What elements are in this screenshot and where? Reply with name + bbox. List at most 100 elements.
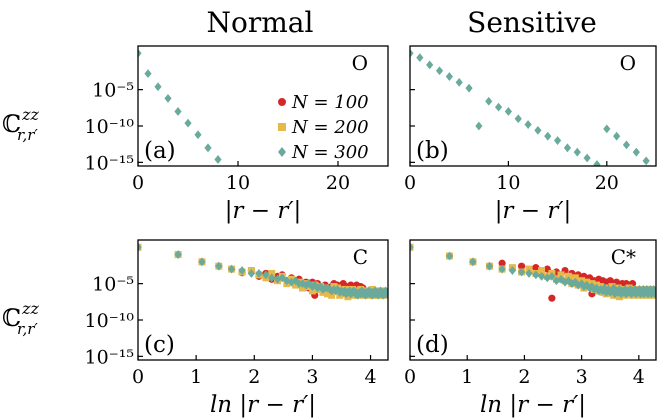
data-point-N300 [435,66,444,76]
markers [138,48,222,164]
panel-tag: O [352,51,368,75]
data-point-N300 [537,271,546,281]
axes-frame [137,45,389,167]
y-label-sub: r,r′ [17,320,38,338]
legend: N = 100 N = 200 N = 300 [278,92,369,163]
data-point-N300 [238,266,246,275]
data-point-N300 [504,107,512,116]
y-tick-label: 10⁻⁵ [92,274,134,296]
data-point-N300 [548,271,556,281]
x-tick-label: 2 [518,366,530,388]
data-point-N300 [311,280,319,290]
data-point-N300 [554,136,562,145]
markers [410,48,650,166]
x-axis-label: ln |r − r′| [480,392,586,418]
data-point-N300 [557,274,565,284]
panel-label: (a) [144,138,176,164]
legend-label: N = 200 [291,117,369,138]
data-point-N300 [534,125,542,135]
data-point-N300 [204,143,212,153]
y-tick-label: 10⁻¹⁰ [85,310,135,332]
data-point-N300 [333,285,342,294]
data-point-N300 [316,282,325,291]
data-point-N300 [410,48,414,58]
axes-frame [409,239,657,361]
data-point-N100 [548,294,556,302]
x-tick-label: 10 [496,172,520,194]
x-tick-label: 0 [404,366,416,388]
column-title-normal: Normal [207,6,314,39]
data-point-N300 [138,242,142,252]
data-point-N300 [622,289,630,299]
data-point-N300 [485,96,493,106]
data-point-N300 [485,261,494,271]
data-point-N300 [410,242,414,252]
axes-frame [409,45,657,167]
data-point-N300 [514,114,522,124]
panel-tag: O [620,51,636,75]
data-point-N300 [184,118,192,128]
data-point-N300 [611,289,619,299]
y-tick-label: 10⁻¹⁵ [85,152,134,174]
x-tick-label: 0 [404,172,416,194]
data-point-N300 [174,107,182,116]
data-point-N300 [571,277,579,287]
x-tick-label: 0 [132,366,144,388]
x-tick-label: 1 [190,366,202,388]
column-title-sensitive: Sensitive [467,6,597,39]
y-tick-label: 10⁻¹⁰ [85,116,135,138]
data-point-N300 [532,270,540,280]
data-point-N300 [455,77,463,87]
data-point-N300 [273,274,282,284]
panel-b: 0 10 20 |r − r′| O (b) [404,45,657,224]
x-tick-label: 3 [576,366,588,388]
y-axis-label-top: ℂzz r,r′ [2,105,40,144]
panel-label: (d) [416,332,449,358]
data-point-N300 [445,251,454,261]
y-tick-label: 10⁻¹⁵ [85,346,134,368]
y-axis-label-bottom: ℂzz r,r′ [2,299,40,338]
data-point-N300 [632,147,640,157]
y-label-main: ℂ [2,110,21,138]
data-point-N200 [538,267,546,275]
data-point-N300 [475,121,483,131]
data-point-N100 [498,259,506,267]
markers [410,242,656,302]
data-point-N300 [138,48,142,58]
data-point-N300 [593,160,601,166]
data-point-N300 [610,283,618,293]
legend-label: N = 300 [291,142,369,163]
data-point-N300 [525,269,533,278]
data-point-N300 [543,273,551,283]
data-point-N300 [174,250,182,259]
data-point-N300 [291,276,300,286]
x-tick-label: 20 [326,172,350,194]
data-point-N300 [214,155,222,164]
data-point-N200 [324,290,332,298]
y-label-sup: zz [21,299,39,318]
x-tick-label: 4 [633,366,645,388]
panel-c: 0 1 2 3 4 10⁻⁵ 10⁻¹⁰ 10⁻¹⁵ ln |r − r′| C (c) [85,239,389,418]
data-point-N300 [573,147,581,157]
data-point-N300 [426,60,434,70]
legend-marker-N100 [278,98,286,106]
data-point-N300 [465,83,473,93]
data-point-N300 [255,269,263,278]
x-axis-label: |r − r′| [225,198,302,224]
data-point-N300 [600,283,609,293]
y-label-sup: zz [21,105,39,124]
data-point-N300 [580,282,588,291]
x-tick-label: 3 [306,366,318,388]
data-point-N300 [563,143,572,153]
data-point-N300 [642,156,650,166]
x-tick-label: 20 [595,172,619,194]
markers [138,242,388,301]
data-point-N300 [508,266,517,275]
data-point-N300 [469,257,477,267]
panel-d: 0 1 2 3 4 ln |r − r′| C* (d) [404,239,657,418]
data-point-N300 [592,283,601,293]
panel-tag: C* [611,245,636,269]
data-point-N300 [228,264,236,274]
data-point-N100 [517,262,526,270]
